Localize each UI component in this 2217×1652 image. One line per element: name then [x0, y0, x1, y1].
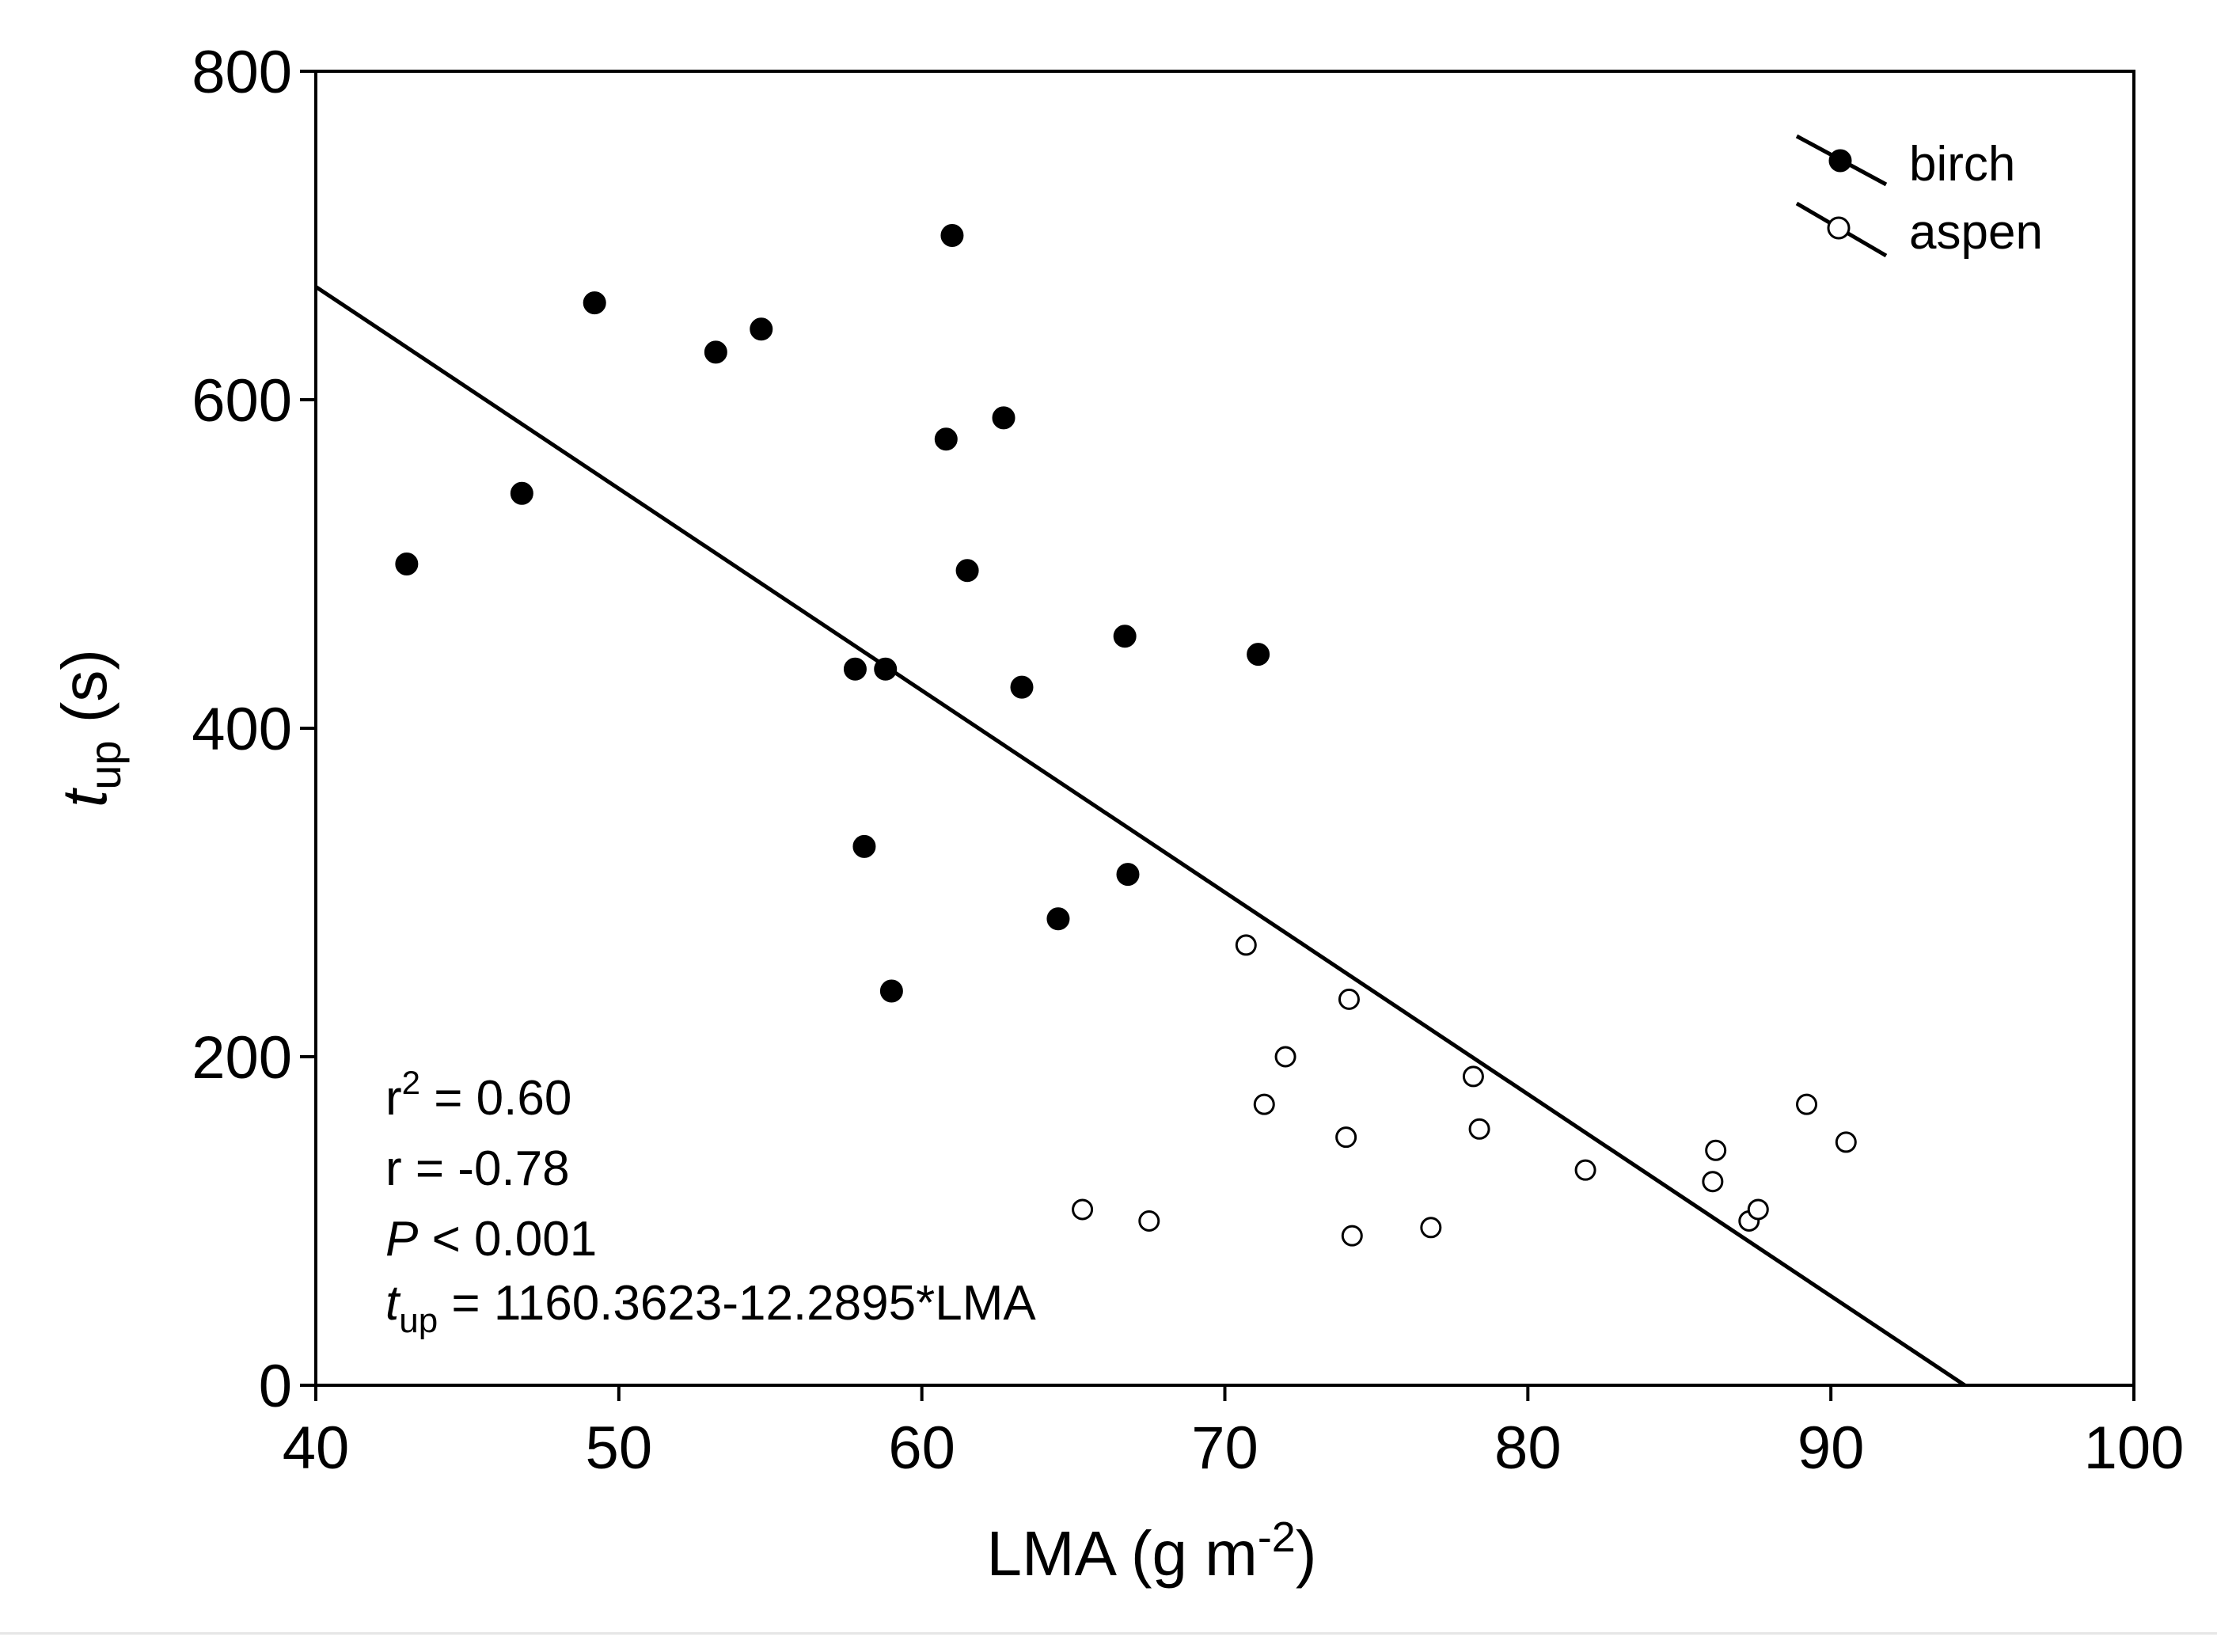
- birch-point: [510, 481, 533, 505]
- stats-annotation: r2 = 0.60 r = -0.78 P < 0.001 tup = 1160…: [385, 1064, 1036, 1340]
- birch-point: [1116, 863, 1140, 887]
- birch-point: [843, 657, 867, 681]
- legend-aspen-marker: [1827, 216, 1851, 240]
- aspen-point: [1420, 1217, 1442, 1239]
- aspen-point: [1338, 988, 1360, 1010]
- aspen-point: [1574, 1159, 1596, 1181]
- x-tick-label: 40: [283, 1415, 350, 1482]
- birch-point: [704, 340, 727, 364]
- legend-item-birch: birch: [1795, 134, 2015, 192]
- x-tick-label: 100: [2084, 1415, 2185, 1482]
- birch-point: [1010, 675, 1034, 699]
- birch-point: [934, 427, 958, 451]
- data-points: [395, 224, 1857, 1247]
- aspen-point: [1705, 1139, 1727, 1161]
- aspen-point: [1796, 1093, 1818, 1115]
- aspen-point: [1253, 1093, 1275, 1115]
- legend-aspen-label: aspen: [1909, 205, 2043, 260]
- y-tick-label: 400: [192, 696, 292, 763]
- aspen-point: [1335, 1126, 1357, 1149]
- aspen-point: [1072, 1198, 1094, 1221]
- birch-point: [750, 317, 773, 341]
- plot-area-frame: [314, 70, 2135, 1387]
- y-tick-label: 200: [192, 1024, 292, 1092]
- birch-point: [395, 553, 419, 575]
- x-tick-label: 50: [586, 1415, 653, 1482]
- birch-point: [992, 406, 1015, 430]
- birch-point: [583, 291, 606, 315]
- y-tick-label: 0: [259, 1353, 292, 1420]
- x-tick-label: 70: [1191, 1415, 1258, 1482]
- y-tick-label: 600: [192, 367, 292, 435]
- y-tick-label: 800: [192, 39, 292, 106]
- aspen-point: [1462, 1065, 1484, 1088]
- r-value-label: r = -0.78: [385, 1141, 570, 1196]
- aspen-point: [1138, 1210, 1160, 1232]
- birch-point: [1113, 625, 1137, 648]
- y-axis-title: tup (s): [49, 649, 130, 807]
- x-axis-ticks: 40 50 60 70 80 90 100: [283, 1385, 2185, 1482]
- legend: birch aspen: [1795, 134, 2043, 260]
- aspen-point: [1274, 1046, 1296, 1068]
- birch-point: [955, 559, 979, 583]
- birch-point: [879, 979, 903, 1003]
- birch-point: [1046, 907, 1070, 931]
- p-value-label: P < 0.001: [385, 1212, 597, 1267]
- legend-birch-marker: [1828, 149, 1852, 173]
- aspen-point: [1235, 934, 1257, 956]
- regression-equation-label: tup = 1160.3623-12.2895*LMA: [385, 1276, 1036, 1340]
- birch-point: [1247, 643, 1270, 666]
- aspen-point: [1702, 1171, 1724, 1193]
- legend-item-aspen: aspen: [1795, 201, 2043, 260]
- aspen-point: [1341, 1225, 1363, 1247]
- birch-point: [940, 224, 964, 247]
- x-axis-title: LMA (g m-2): [987, 1513, 1317, 1589]
- aspen-point: [1835, 1131, 1857, 1153]
- y-axis-ticks: 0 200 400 600 800: [192, 39, 316, 1420]
- r-squared-label: r2 = 0.60: [385, 1064, 571, 1126]
- regression-line: [314, 285, 1966, 1388]
- birch-point: [874, 657, 898, 681]
- x-tick-label: 80: [1494, 1415, 1562, 1482]
- bottom-divider: [0, 1632, 2217, 1635]
- aspen-point: [1468, 1118, 1490, 1140]
- birch-point: [852, 834, 876, 858]
- x-tick-label: 60: [888, 1415, 955, 1482]
- x-tick-label: 90: [1798, 1415, 1865, 1482]
- legend-birch-label: birch: [1909, 137, 2015, 192]
- aspen-point: [1747, 1198, 1769, 1221]
